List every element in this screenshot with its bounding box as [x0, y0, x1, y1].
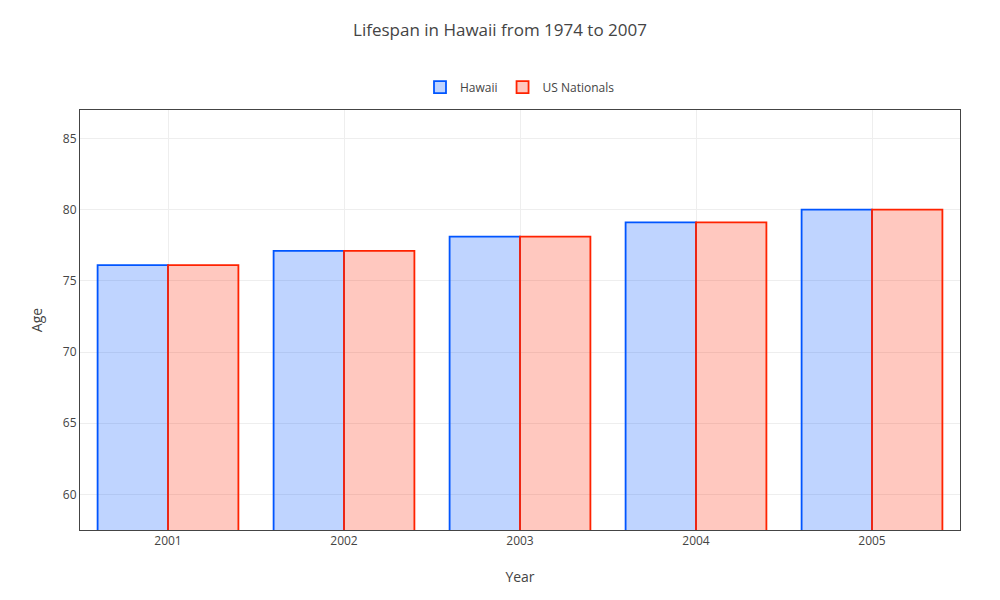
svg-text:85: 85 [63, 130, 77, 147]
svg-text:80: 80 [63, 201, 77, 218]
svg-text:Age: Age [27, 308, 46, 332]
svg-text:Hawaii: Hawaii [460, 79, 498, 96]
svg-text:75: 75 [63, 272, 77, 289]
svg-text:2002: 2002 [330, 532, 358, 549]
svg-text:Year: Year [505, 567, 534, 586]
svg-text:70: 70 [63, 343, 77, 360]
svg-text:2004: 2004 [682, 532, 710, 549]
svg-text:65: 65 [63, 414, 77, 431]
svg-text:2003: 2003 [506, 532, 534, 549]
svg-text:60: 60 [63, 486, 77, 503]
svg-text:2001: 2001 [154, 532, 181, 549]
svg-text:2005: 2005 [858, 532, 886, 549]
svg-text:US Nationals: US Nationals [543, 79, 615, 96]
svg-text:Lifespan in Hawaii from 1974 t: Lifespan in Hawaii from 1974 to 2007 [353, 18, 647, 41]
